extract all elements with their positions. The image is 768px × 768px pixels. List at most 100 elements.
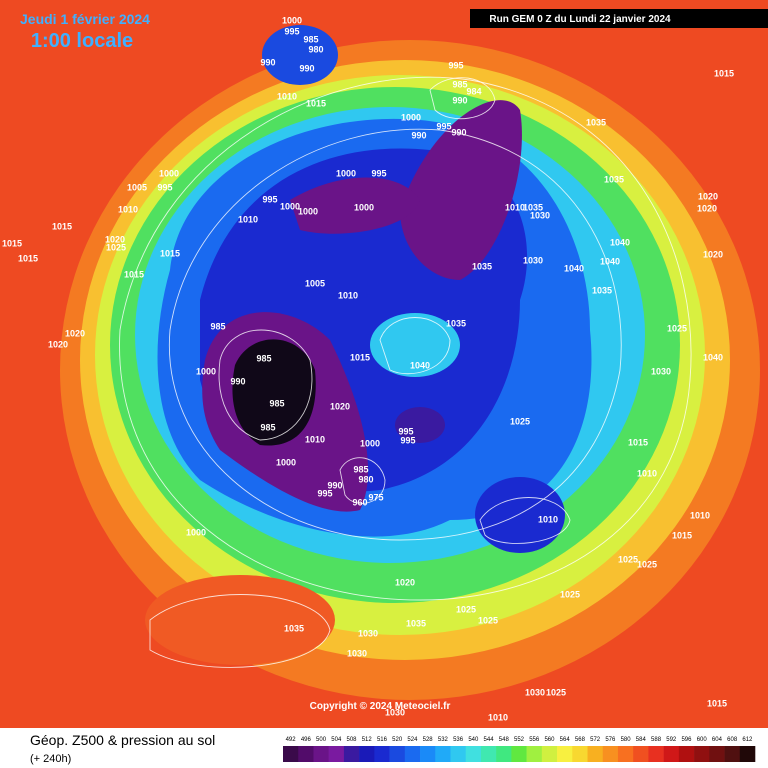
isobar-label: 1000 — [354, 202, 374, 212]
isobar-label: 1040 — [410, 360, 430, 370]
isobar-label: 1020 — [697, 203, 717, 213]
isobar-label: 1010 — [238, 214, 258, 224]
footer-lead: (+ 240h) — [30, 753, 71, 765]
scale-swatch — [404, 746, 421, 762]
scale-label: 584 — [636, 737, 647, 743]
scale-swatch — [526, 746, 543, 762]
forecast-date: Jeudi 1 février 2024 — [20, 11, 150, 27]
isobar-label: 1030 — [385, 707, 405, 717]
scale-label: 576 — [605, 737, 616, 743]
isobar-label: 1020 — [105, 234, 125, 244]
isobar-label: 995 — [371, 168, 386, 178]
isobar-label: 990 — [451, 127, 466, 137]
isobar-label: 1020 — [703, 249, 723, 259]
scale-label: 500 — [316, 737, 327, 743]
isobar-label: 1030 — [358, 628, 378, 638]
isobar-label: 960 — [352, 497, 367, 507]
scale-label: 512 — [362, 737, 373, 743]
isobar-label: 1025 — [546, 687, 566, 697]
isobar-label: 990 — [299, 63, 314, 73]
isobar-label: 1005 — [127, 182, 147, 192]
scale-swatch — [450, 746, 467, 762]
isobar-label: 990 — [230, 376, 245, 386]
isobar-label: 975 — [368, 492, 383, 502]
scale-swatch — [359, 746, 375, 762]
isobar-label: 985 — [269, 398, 284, 408]
scale-swatch — [709, 746, 725, 762]
isobar-label: 995 — [398, 426, 413, 436]
isobar-label: 1015 — [672, 530, 692, 540]
isobar-label: 1035 — [406, 618, 426, 628]
scale-label: 544 — [484, 737, 495, 743]
isobar-label: 1000 — [360, 438, 380, 448]
isobar-labels: 1000995985980990990101010159959859849901… — [2, 15, 734, 722]
isobar-label: 1030 — [347, 648, 367, 658]
isobar-label: 1030 — [651, 366, 671, 376]
scale-label: 492 — [286, 737, 297, 743]
scale-label: 504 — [331, 737, 342, 743]
isobar-label: 1040 — [610, 237, 630, 247]
scale-label: 528 — [423, 737, 434, 743]
isobar-label: 995 — [448, 60, 463, 70]
isobar-label: 1015 — [628, 437, 648, 447]
isobar-label: 990 — [327, 480, 342, 490]
scale-label: 556 — [529, 737, 540, 743]
isobar-label: 1030 — [525, 687, 545, 697]
scale-label: 548 — [499, 737, 510, 743]
isobar-label: 1035 — [446, 318, 466, 328]
color-scale: 492 496 500 504 508 512 516 520 524 528 532 536 540 5… — [283, 737, 756, 762]
isobar-label: 980 — [308, 44, 323, 54]
isobar-label: 1035 — [284, 623, 304, 633]
isobar-label: 990 — [411, 130, 426, 140]
isobar-label: 1010 — [118, 204, 138, 214]
scale-swatch — [557, 746, 573, 762]
isobars — [119, 76, 692, 668]
isobar-label: 1025 — [560, 589, 580, 599]
isobar-label: 995 — [284, 26, 299, 36]
scale-swatch — [496, 746, 512, 762]
isobar-label: 1035 — [523, 202, 543, 212]
scale-label: 536 — [453, 737, 464, 743]
isobar-label: 1000 — [282, 15, 302, 25]
scale-label: 520 — [392, 737, 403, 743]
scale-label: 600 — [697, 737, 708, 743]
scale-label: 508 — [347, 737, 358, 743]
isobar-label: 1005 — [305, 278, 325, 288]
scale-swatch — [511, 746, 527, 762]
scale-label: 532 — [438, 737, 449, 743]
scale-label: 524 — [407, 737, 418, 743]
scale-swatch — [633, 746, 649, 762]
isobar-label: 1015 — [707, 698, 727, 708]
isobar-label: 1010 — [305, 434, 325, 444]
isobar-label: 1030 — [530, 210, 550, 220]
isobar-label: 1000 — [401, 112, 421, 122]
scale-label: 580 — [621, 737, 632, 743]
isobar-label: 985 — [260, 422, 275, 432]
isobar-label: 1025 — [456, 604, 476, 614]
isobar-label: 1015 — [124, 269, 144, 279]
isobar-label: 985 — [256, 353, 271, 363]
footer-title: Géop. Z500 & pression au sol — [30, 732, 215, 748]
isobar-label: 995 — [317, 488, 332, 498]
isobar-label: 995 — [436, 121, 451, 131]
isobar-label: 1025 — [667, 323, 687, 333]
scale-swatch — [572, 746, 588, 762]
run-info: Run GEM 0 Z du Lundi 22 janvier 2024 — [489, 14, 671, 25]
scale-swatch — [435, 746, 451, 762]
isobar-label: 995 — [400, 435, 415, 445]
isobar-label: 1040 — [564, 263, 584, 273]
isobar-label: 1035 — [604, 174, 624, 184]
isobar-label: 1000 — [280, 201, 300, 211]
isobar-label: 985 — [303, 34, 318, 44]
isobar-label: 1030 — [523, 255, 543, 265]
scale-swatch — [648, 746, 664, 762]
isobar-label: 1040 — [600, 256, 620, 266]
scale-label: 572 — [590, 737, 601, 743]
isobar-label: 1025 — [478, 615, 498, 625]
isobar-label: 1020 — [395, 577, 415, 587]
isobar-label: 1035 — [586, 117, 606, 127]
isobar-label: 1000 — [186, 527, 206, 537]
isobar-label: 980 — [358, 474, 373, 484]
isobar-label: 1015 — [306, 98, 326, 108]
scale-swatch — [602, 746, 619, 762]
